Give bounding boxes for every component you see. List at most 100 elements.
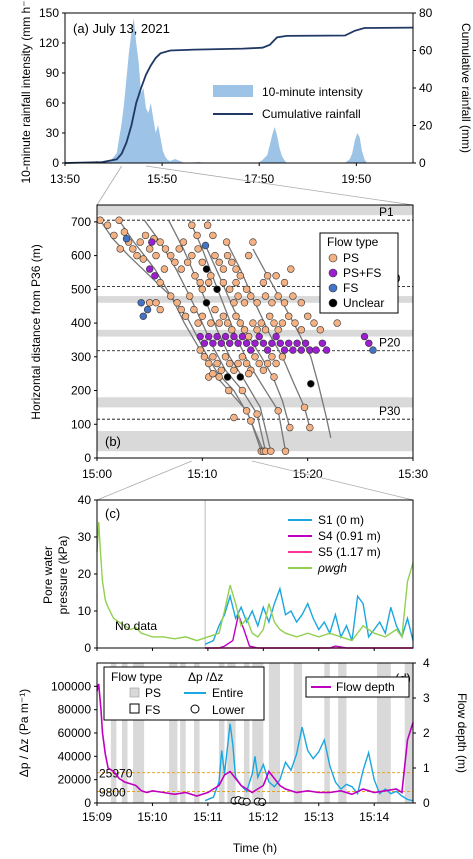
intensity-area [64,18,413,163]
flow-point [261,326,270,334]
flow-point [146,299,154,307]
flow-point [251,339,259,347]
flow-point [213,285,221,293]
ps-band [180,663,186,803]
flow-point [211,305,219,314]
flow-point [193,231,201,240]
flow-point [297,299,305,307]
flow-point [234,292,242,300]
flow-point [215,258,223,266]
x-tick-label: 13:50 [50,172,80,186]
flow-point [289,292,297,300]
y-tick-label: 400 [71,316,91,330]
y-tick-label: 100 [71,417,91,431]
lower-gradient-point [258,798,267,807]
flow-point [191,272,199,280]
flow-depth-line [96,683,414,797]
flow-point [259,278,268,287]
flow-point [268,353,276,361]
y-tick-label: 1 [423,761,430,775]
legend-label: Unclear [343,296,384,310]
flow-point [156,238,164,246]
flow-point [232,278,240,287]
flow-point [136,238,144,246]
y-tick-label: 30 [78,530,92,544]
surge-line [99,219,262,452]
y-tick-label: 80000 [58,703,92,717]
flow-point [304,312,312,320]
flow-point [286,423,294,432]
zoom-line [96,165,123,206]
flow-point [211,251,219,260]
y-axis-label: Pore water [41,546,55,604]
legend-title: Flow type [111,670,163,684]
flow-point [261,292,270,300]
y-tick-label: 300 [71,350,91,364]
legend-marker [129,703,140,714]
legend-label: Entire [212,686,244,700]
flow-point [190,305,198,314]
flow-point [148,238,156,246]
y-tick-label: 90 [46,66,60,80]
y-tick-label: 2 [423,726,430,740]
y-tick-label: 100000 [51,679,91,693]
flow-point [300,403,309,412]
flow-point [198,312,207,320]
y-tick-label: 80 [419,6,433,20]
x-tick-label: 15:13 [304,810,334,824]
y-tick-label: 60 [419,44,433,58]
flow-point [228,258,236,266]
flow-point [312,346,320,354]
flow-point [205,278,213,287]
flow-point [268,299,276,307]
y-tick-label: 0 [84,796,91,810]
legend-label: ρwgh [317,561,347,575]
reference-label: P1 [379,205,394,219]
flow-point [205,332,213,341]
flow-point [177,305,186,314]
flow-point [139,312,148,320]
y-axis-label: Horizontal distance from P36 (m) [29,244,43,419]
flow-point [253,299,261,307]
legend-label: Flow depth [336,680,395,694]
x-tick-label: 15:30 [398,467,428,481]
flow-point [122,235,131,243]
lower-gradient-point [242,797,251,806]
x-tick-label: 15:09 [82,810,112,824]
flow-point [236,373,245,381]
gray-band [97,296,413,303]
flow-point [251,353,259,361]
legend-marker [328,268,338,278]
flow-point [96,216,104,224]
flow-point [280,299,289,307]
flow-point [360,332,369,341]
flow-point [116,245,124,253]
pressure-series-line [204,586,414,645]
flow-point [171,258,179,266]
flow-point [234,359,242,368]
y-tick-label: 20 [419,119,433,133]
flow-point [276,339,284,347]
cumulative-rainfall-line [64,26,414,164]
flow-point [306,423,314,432]
flow-point [202,265,211,273]
flow-point [238,386,247,395]
ps-band [338,663,347,803]
flow-point [307,380,315,388]
flow-point [365,339,373,347]
y-tick-label: 500 [71,282,91,296]
flow-point [203,221,212,229]
y-tick-label: 40000 [58,749,92,763]
legend-marker [129,687,140,698]
flow-point [272,332,280,341]
x-tick-label: 15:10 [137,810,167,824]
legend-label: PS [343,251,359,265]
legend-label: 10-minute intensity [262,85,363,99]
flow-point [198,285,207,293]
flow-point [230,366,238,374]
flow-point [230,332,238,341]
ps-band [324,663,330,803]
flow-point [215,373,223,381]
flow-point [257,319,265,327]
